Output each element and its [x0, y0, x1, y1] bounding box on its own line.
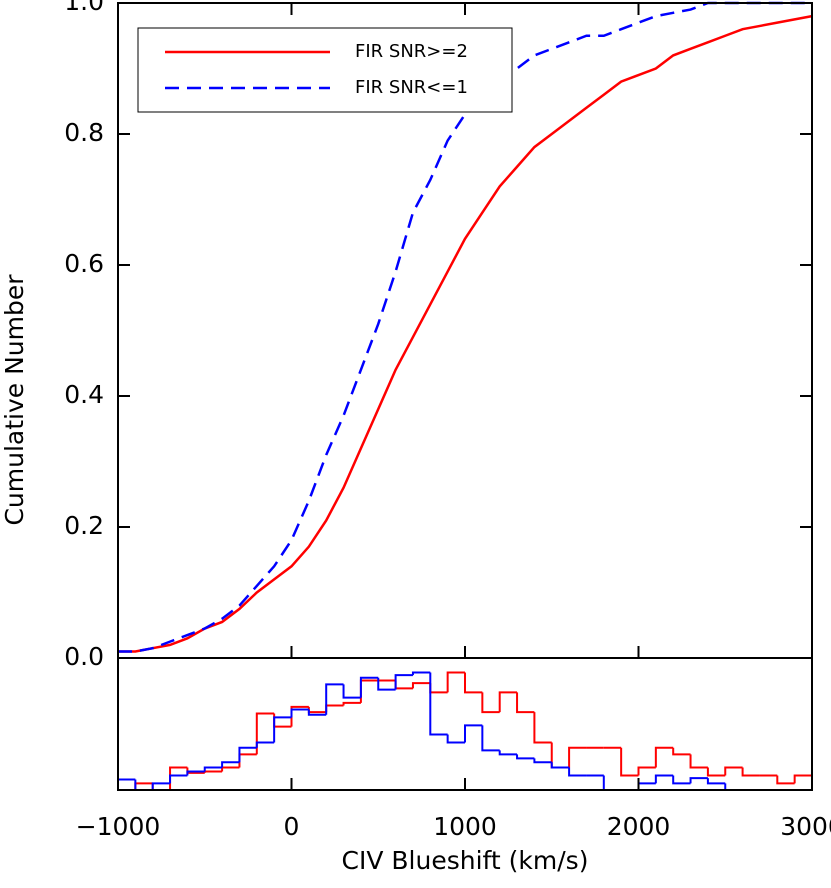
histogram-step: [273, 716, 292, 743]
histogram-step: [550, 742, 570, 769]
y-tick-label: 0.6: [64, 249, 104, 278]
histogram-step: [793, 774, 812, 784]
histogram-step: [169, 774, 188, 784]
histogram-step: [446, 671, 465, 693]
histogram-step: [203, 770, 223, 773]
x-axis-label: CIV Blueshift (km/s): [342, 846, 589, 875]
histogram-step: [706, 778, 726, 785]
x-tick-label: 3000: [780, 812, 831, 841]
histogram-step: [255, 712, 275, 755]
histogram-step: [689, 777, 708, 784]
legend-label: FIR SNR<=1: [355, 77, 468, 98]
histogram-step: [568, 746, 587, 768]
histogram-step: [411, 671, 431, 676]
x-tick-label: 1000: [433, 812, 497, 841]
histogram-step: [359, 676, 379, 698]
histogram-step: [464, 724, 483, 743]
y-tick-label: 1.0: [64, 0, 104, 16]
cumulative-line: [118, 14, 813, 653]
histogram-step: [325, 683, 344, 715]
histogram-step: [221, 761, 240, 768]
histogram-step: [238, 753, 257, 768]
histogram-step: [429, 672, 448, 736]
histogram-step: [498, 750, 518, 756]
histogram-step: [516, 754, 535, 760]
plot-frame: [117, 657, 813, 791]
histogram-step: [169, 766, 188, 790]
histogram-step: [637, 766, 656, 776]
histogram-step: [238, 746, 257, 763]
x-tick-label: 2000: [607, 812, 671, 841]
histogram-step: [255, 741, 275, 748]
y-tick-label: 0.0: [64, 642, 104, 671]
y-tick-label: 0.8: [64, 118, 104, 147]
histogram-step: [411, 682, 431, 689]
histogram-step: [550, 762, 570, 769]
histogram-step: [307, 709, 327, 716]
histogram-step: [117, 778, 136, 790]
histogram-step: [221, 766, 240, 772]
histogram-step: [394, 674, 413, 690]
y-tick-label: 0.2: [64, 511, 104, 540]
histogram-step: [290, 705, 309, 727]
legend-label: FIR SNR>=2: [355, 41, 468, 62]
histogram-step: [516, 692, 535, 714]
histogram-step: [533, 758, 552, 764]
histogram-step: [481, 692, 500, 714]
histogram-step: [377, 677, 396, 691]
y-axis-label: Cumulative Number: [0, 274, 29, 526]
histogram-step: [724, 766, 743, 776]
histogram-step: [498, 691, 518, 713]
histogram-step: [481, 725, 500, 752]
y-tick-label: 0.4: [64, 380, 104, 409]
histogram-step: [290, 708, 309, 718]
histogram-step: [151, 782, 171, 790]
histogram-step: [672, 747, 691, 756]
histogram-step: [394, 680, 413, 690]
histogram-step: [689, 754, 708, 769]
histogram-step: [464, 672, 483, 694]
histogram-step: [654, 774, 674, 784]
histogram-step: [654, 746, 674, 768]
histogram-step: [273, 713, 292, 728]
histogram-step: [134, 779, 153, 791]
histogram-step: [706, 767, 726, 777]
histogram-step: [533, 712, 552, 744]
histogram-step: [429, 683, 448, 694]
histogram-step: [342, 684, 361, 699]
histogram-step: [446, 734, 465, 744]
histogram-step: [186, 770, 205, 776]
histogram-step: [342, 701, 361, 706]
histogram-step: [359, 679, 379, 703]
legend-box: [137, 27, 513, 113]
x-tick-label: −1000: [76, 812, 161, 841]
histogram-step: [602, 775, 622, 791]
histogram-step: [307, 706, 327, 714]
x-tick-label: 0: [284, 812, 300, 841]
histogram-step: [741, 767, 760, 777]
histogram-step: [203, 766, 223, 772]
histogram-step: [776, 775, 795, 785]
histogram-step: [620, 747, 639, 777]
histogram-step: [325, 704, 344, 713]
histogram-step: [568, 767, 587, 777]
histogram-step: [672, 775, 691, 785]
